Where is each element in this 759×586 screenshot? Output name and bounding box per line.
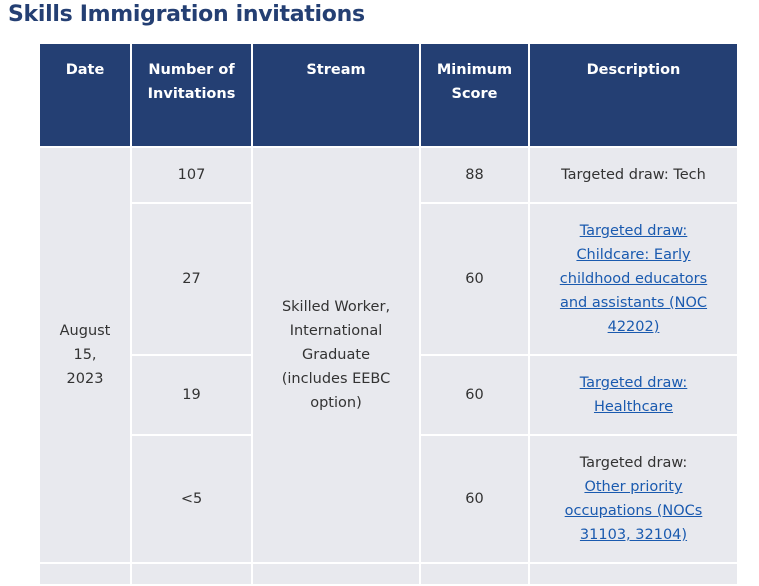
table-row: 27 60 Targeted draw: Childcare: Early ch… — [40, 204, 737, 354]
invitations-cell: <5 — [132, 436, 251, 562]
invitations-cell: 107 — [132, 148, 251, 202]
other-occupations-draw-link[interactable]: Other priority occupations (NOCs 31103, … — [564, 479, 703, 543]
table-header-row: Date Number of Invitations Stream Minimu… — [40, 44, 737, 146]
empty-cell — [132, 564, 251, 584]
empty-cell — [40, 564, 130, 584]
description-text: Targeted draw: — [579, 455, 688, 471]
page-title: Skills Immigration invitations — [8, 2, 365, 27]
table-row: <5 60 Targeted draw: Other priority occup… — [40, 436, 737, 562]
stream-cell: Skilled Worker, International Graduate (… — [253, 148, 419, 562]
invitations-table: Date Number of Invitations Stream Minimu… — [38, 42, 739, 586]
header-score: Minimum Score — [421, 44, 528, 146]
table-row: August 15, 2023 107 Skilled Worker, Inte… — [40, 148, 737, 562]
description-cell: Targeted draw: Other priority occupations… — [530, 436, 737, 562]
invitations-cell: 27 — [132, 204, 251, 354]
description-cell: Targeted draw: Tech — [530, 148, 737, 202]
childcare-draw-link[interactable]: Targeted draw: Childcare: Early childhoo… — [559, 223, 708, 335]
header-description: Description — [530, 44, 737, 146]
header-stream: Stream — [253, 44, 419, 146]
score-cell: 60 — [421, 356, 528, 434]
table-row: 19 60 Targeted draw: Healthcare — [40, 356, 737, 434]
empty-cell — [421, 564, 528, 584]
score-cell: 60 — [421, 436, 528, 562]
table-row — [40, 564, 737, 584]
healthcare-draw-link[interactable]: Targeted draw: Healthcare — [579, 375, 688, 415]
date-cell: August 15, 2023 — [40, 148, 130, 562]
score-cell: 60 — [421, 204, 528, 354]
empty-cell — [253, 564, 419, 584]
header-invitations: Number of Invitations — [132, 44, 251, 146]
empty-cell — [530, 564, 737, 584]
description-cell: Targeted draw: Healthcare — [530, 356, 737, 434]
score-cell: 88 — [421, 148, 528, 202]
invitations-cell: 19 — [132, 356, 251, 434]
header-date: Date — [40, 44, 130, 146]
description-cell: Targeted draw: Childcare: Early childhoo… — [530, 204, 737, 354]
